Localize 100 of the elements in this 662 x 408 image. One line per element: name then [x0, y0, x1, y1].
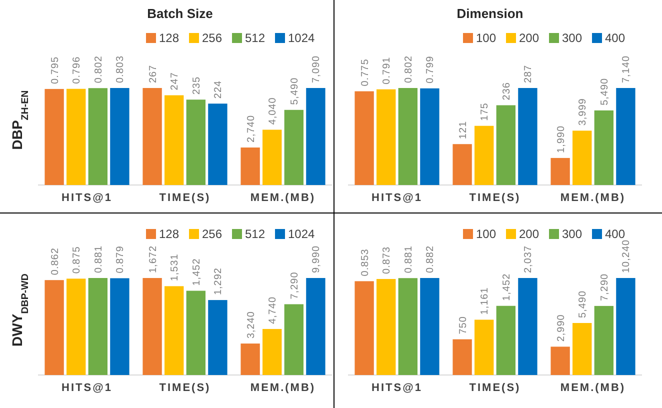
legend-label: 100 [476, 227, 496, 241]
data-label: 1,672 [148, 245, 159, 273]
bar [474, 126, 494, 185]
x-tick-label: MEM.(MB) [560, 192, 626, 204]
bar [550, 346, 570, 375]
data-label: 7,090 [311, 55, 322, 83]
legend-label: 300 [562, 31, 582, 45]
bar [550, 158, 570, 185]
x-tick-label: TIME(S) [159, 192, 211, 204]
data-label: 0.803 [115, 55, 126, 83]
bar [452, 339, 472, 375]
bar [594, 306, 614, 375]
legend-label: 512 [245, 227, 266, 241]
data-label: 0.875 [72, 246, 83, 274]
x-tick-label: TIME(S) [469, 192, 521, 204]
legend-label: 400 [605, 227, 626, 241]
legend-label: 256 [202, 227, 222, 241]
data-label: 0.799 [425, 56, 436, 84]
legend-label: 1024 [288, 31, 316, 45]
data-label: 0.796 [72, 56, 83, 84]
bar [164, 95, 184, 185]
x-tick-label: HITS@1 [62, 192, 112, 204]
bar [142, 88, 162, 185]
bar [284, 110, 304, 185]
data-label: 5,490 [599, 78, 610, 106]
bar [262, 328, 282, 375]
data-label: 0.795 [50, 56, 61, 84]
legend-label: 200 [519, 31, 540, 45]
bar [284, 304, 304, 375]
data-label: 1,292 [213, 268, 224, 296]
chart-title: Dimension [456, 6, 524, 21]
legend-label: 512 [245, 31, 266, 45]
data-label: 2,990 [556, 314, 567, 342]
data-label: 235 [191, 76, 202, 95]
data-label: 1,531 [170, 254, 181, 282]
data-label: 287 [523, 64, 534, 83]
data-label: 1,161 [480, 287, 491, 315]
bar [240, 344, 260, 375]
bar [208, 300, 228, 375]
x-tick-label: TIME(S) [469, 382, 521, 394]
bar [572, 322, 592, 375]
data-label: 224 [213, 80, 224, 99]
bar [186, 100, 206, 185]
bar [262, 130, 282, 185]
data-label: 0.881 [403, 246, 414, 274]
bar [452, 144, 472, 185]
data-label: 0.873 [382, 246, 393, 274]
data-label: 2,037 [523, 245, 534, 273]
x-tick-label: MEM.(MB) [250, 192, 316, 204]
x-tick-label: HITS@1 [62, 382, 112, 394]
bar [474, 320, 494, 375]
bar [306, 88, 326, 185]
data-label: 3,999 [578, 98, 589, 126]
x-tick-label: MEM.(MB) [250, 382, 316, 394]
data-label: 0.862 [50, 248, 61, 276]
legend-label: 1024 [288, 227, 316, 241]
data-label: 236 [501, 82, 512, 100]
legend-label: 200 [519, 227, 540, 241]
data-label: 9,990 [311, 245, 322, 273]
bar [496, 105, 516, 185]
data-label: 0.853 [360, 248, 371, 276]
bar [518, 88, 538, 185]
bar [496, 306, 516, 375]
data-label: 1,990 [556, 125, 567, 153]
data-label: 0.882 [425, 245, 436, 273]
data-label: 0.879 [115, 246, 126, 274]
bar [186, 290, 206, 375]
data-label: 0.775 [360, 58, 371, 86]
data-label: 4,040 [268, 97, 279, 125]
data-label: 7,290 [599, 273, 610, 301]
bar [572, 130, 592, 185]
x-tick-label: HITS@1 [372, 192, 422, 204]
data-label: 750 [458, 316, 469, 334]
x-tick-label: TIME(S) [159, 382, 211, 394]
chart-title: Batch Size [147, 6, 213, 21]
data-label: 267 [148, 64, 159, 83]
bar [306, 278, 326, 375]
data-label: 2,740 [246, 114, 257, 143]
data-label: 121 [458, 120, 469, 140]
bar [164, 286, 184, 375]
bar [616, 88, 636, 185]
data-label: 10,240 [621, 239, 632, 273]
data-label: 0.791 [382, 56, 393, 84]
bar [240, 148, 260, 185]
data-label: 5,490 [289, 77, 300, 105]
legend-label: 256 [202, 31, 222, 45]
bar [594, 110, 614, 185]
bar [142, 278, 162, 375]
data-label: 247 [170, 72, 181, 90]
data-label: 175 [480, 102, 491, 121]
data-label: 0.881 [93, 245, 104, 273]
data-label: 5,490 [578, 290, 589, 318]
data-label: 0.802 [403, 55, 414, 83]
data-label: 7,140 [621, 55, 632, 83]
data-label: 4,740 [268, 296, 279, 324]
bar [616, 278, 636, 375]
data-label: 3,240 [246, 311, 257, 339]
data-label: 1,452 [501, 273, 512, 301]
x-tick-label: HITS@1 [372, 382, 422, 394]
data-label: 0.802 [93, 56, 104, 84]
